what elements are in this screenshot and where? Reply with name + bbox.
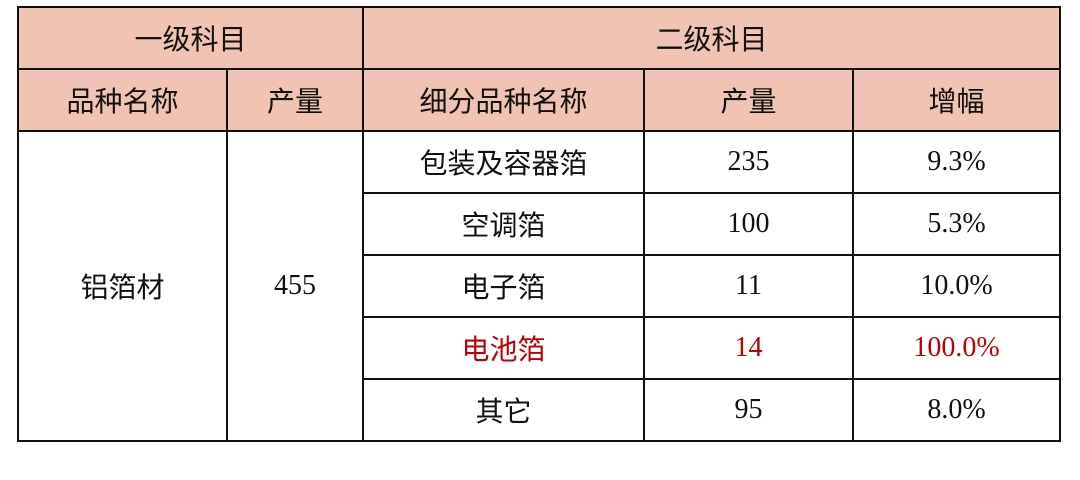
primary-output: 455 [225,130,365,442]
sub-name: 其它 [362,378,646,442]
table-row: 电子箔 11 10.0% [18,254,1062,318]
header-level1: 一级科目 [16,6,365,70]
col-header-suboutput: 产量 [643,68,855,132]
col-header-subname: 细分品种名称 [362,68,646,132]
sub-name: 包装及容器箔 [362,130,646,194]
production-table: 一级科目 二级科目 品种名称 产量 细分品种名称 产量 增幅 铝箔材 455 包装及… [16,6,1062,442]
sub-growth: 9.3% [852,130,1062,194]
sub-output: 100 [643,192,855,256]
col-header-output: 产量 [225,68,365,132]
col-header-growth: 增幅 [852,68,1062,132]
sub-growth: 100.0% [852,316,1062,380]
header-level2: 二级科目 [362,6,1062,70]
header-row-columns: 品种名称 产量 细分品种名称 产量 增幅 [17,68,1062,132]
sub-name: 电子箔 [362,254,646,318]
col-header-name: 品种名称 [17,68,228,132]
table-row: 电池箔 14 100.0% [18,316,1062,380]
sub-output: 14 [643,316,855,380]
table-row: 其它 95 8.0% [18,378,1062,442]
sub-output: 95 [643,378,855,442]
header-row-level: 一级科目 二级科目 [16,6,1062,70]
sub-name: 电池箔 [362,316,646,380]
sub-name: 空调箔 [362,192,646,256]
primary-name: 铝箔材 [17,130,228,442]
sub-growth: 5.3% [852,192,1062,256]
sub-output: 11 [643,254,855,318]
table-row: 空调箔 100 5.3% [18,192,1062,256]
sub-output: 235 [643,130,855,194]
sub-growth: 8.0% [852,378,1062,442]
table-row: 铝箔材 455 包装及容器箔 235 9.3% [17,130,1062,442]
sub-growth: 10.0% [852,254,1062,318]
